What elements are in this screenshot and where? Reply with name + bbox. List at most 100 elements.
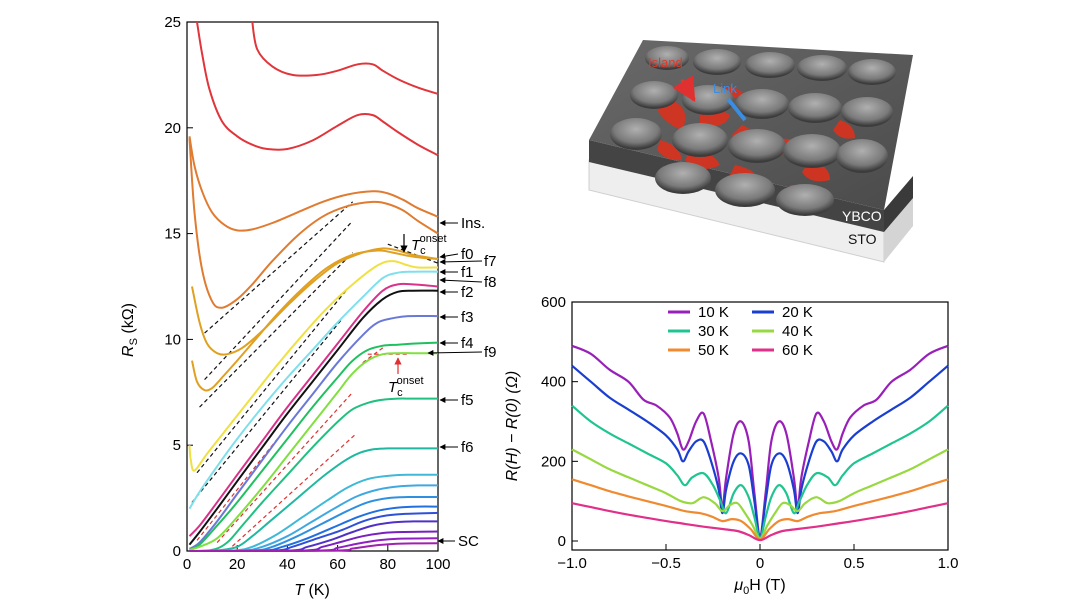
right-plot-frame bbox=[571, 301, 949, 551]
film-label: YBCO bbox=[842, 208, 882, 224]
left-ylabel: RS (kΩ) bbox=[120, 303, 140, 357]
series-line-20-k bbox=[571, 364, 949, 539]
right-ylabel: R(H) − R(0) (Ω) bbox=[504, 371, 521, 481]
left-ytick-label: 5 bbox=[173, 437, 181, 454]
right-xtick-label: −0.5 bbox=[651, 555, 681, 572]
series-line-f1 bbox=[188, 270, 439, 510]
left-ytick-label: 25 bbox=[164, 14, 181, 31]
link-arrow bbox=[726, 97, 747, 122]
left-series-group bbox=[188, 21, 439, 553]
left-xlabel: T (K) bbox=[294, 582, 330, 599]
left-xtick-label: 80 bbox=[379, 556, 396, 573]
series-line-f2-pink bbox=[188, 282, 439, 537]
substrate-label: STO bbox=[848, 231, 877, 247]
curve-label-f9: f9 bbox=[484, 344, 497, 361]
legend-label: 40 K bbox=[782, 323, 813, 340]
film-top-surface bbox=[589, 40, 913, 210]
series-line-c4 bbox=[188, 138, 439, 309]
series-line-sc bbox=[189, 542, 439, 552]
series-line-f9 bbox=[189, 352, 438, 551]
magnetoresistance-chart: −1.0 −0.5 0 0.5 1.0 0 200 400 600 10 K 20 K 30 K 40… bbox=[504, 294, 958, 597]
right-xtick-label: 1.0 bbox=[938, 555, 959, 572]
right-ytick-label: 200 bbox=[541, 453, 566, 470]
series-line-c2 bbox=[196, 21, 439, 157]
legend-label: 20 K bbox=[782, 304, 813, 321]
left-xtick-label: 20 bbox=[229, 556, 246, 573]
right-xtick-label: 0.5 bbox=[844, 555, 865, 572]
curve-label-f5: f5 bbox=[461, 392, 474, 409]
ybco-island-link-schematic: Island Link YBCO STO bbox=[588, 40, 913, 263]
left-plot-frame bbox=[186, 21, 439, 552]
series-line-f6 bbox=[189, 447, 438, 552]
label-arrow-f9 bbox=[427, 349, 483, 356]
right-ytick-label: 0 bbox=[558, 533, 566, 550]
fit-line bbox=[226, 434, 356, 552]
tc-onset-label-upper: Tconset bbox=[411, 233, 447, 257]
right-xlabel: μ0H (T) bbox=[733, 577, 785, 597]
fit-line bbox=[204, 220, 354, 381]
curve-label-f8: f8 bbox=[484, 274, 497, 291]
curve-label-sc: SC bbox=[458, 533, 479, 550]
tc-onset-label-lower: Tconset bbox=[388, 375, 424, 399]
legend-label: 50 K bbox=[698, 342, 729, 359]
right-xtick-label: −1.0 bbox=[557, 555, 587, 572]
curve-label-f7: f7 bbox=[484, 253, 497, 270]
curve-label-f0: f0 bbox=[461, 246, 474, 263]
series-line-s2 bbox=[189, 484, 439, 553]
label-arrow-f8 bbox=[439, 277, 483, 284]
film-holes bbox=[610, 46, 896, 216]
series-line-c1 bbox=[251, 21, 439, 95]
series-line-f4 bbox=[189, 341, 439, 551]
series-line-30-k bbox=[571, 404, 949, 539]
film-side-face bbox=[884, 176, 913, 232]
series-line-ins- bbox=[188, 136, 439, 232]
left-xtick-label: 40 bbox=[279, 556, 296, 573]
curve-label-f1: f1 bbox=[461, 264, 474, 281]
curve-label-f6: f6 bbox=[461, 439, 474, 456]
series-line-f2 bbox=[188, 289, 439, 546]
island-arrow bbox=[672, 75, 696, 103]
series-line-s3 bbox=[189, 495, 439, 553]
right-ytick-label: 600 bbox=[541, 294, 566, 311]
tc-onset-annotations: Tconset Tconset bbox=[388, 233, 447, 399]
curve-label-f2: f2 bbox=[461, 284, 474, 301]
legend-label: 10 K bbox=[698, 304, 729, 321]
series-line-40-k bbox=[571, 448, 949, 540]
right-series-group bbox=[571, 344, 949, 542]
substrate-side-face bbox=[884, 196, 913, 262]
series-line-f3 bbox=[188, 314, 439, 550]
label-arrow-f7 bbox=[439, 258, 483, 265]
series-line-f0 bbox=[191, 247, 439, 356]
series-line-f8 bbox=[188, 260, 439, 472]
legend-label: 30 K bbox=[698, 323, 729, 340]
fit-line bbox=[196, 288, 349, 474]
left-ytick-label: 0 bbox=[173, 543, 181, 560]
curve-label-f3: f3 bbox=[461, 309, 474, 326]
series-line-f5 bbox=[189, 397, 438, 552]
fit-line bbox=[387, 243, 439, 264]
series-line-f7 bbox=[191, 249, 439, 392]
right-axis-ticks: −1.0 −0.5 0 0.5 1.0 0 200 400 600 bbox=[541, 294, 958, 572]
series-line-50-k bbox=[571, 478, 949, 541]
right-xtick-label: 0 bbox=[756, 555, 764, 572]
left-ytick-label: 20 bbox=[164, 120, 181, 137]
left-xtick-label: 0 bbox=[183, 556, 191, 573]
series-line-60-k bbox=[571, 502, 949, 542]
left-axis-ticks: 0 20 40 60 80 100 0 5 10 15 20 25 bbox=[164, 14, 450, 573]
right-ytick-label: 400 bbox=[541, 374, 566, 391]
link-label: Link bbox=[713, 81, 737, 96]
island-label: Island bbox=[648, 55, 683, 70]
curve-label-f4: f4 bbox=[461, 335, 474, 352]
curve-labels: Ins. f0 f7 f1 f8 f2 f3 f4 f9 f5 f6 SC bbox=[427, 215, 497, 550]
curve-label-ins: Ins. bbox=[461, 215, 485, 232]
fit-line bbox=[191, 317, 344, 503]
left-xtick-label: 60 bbox=[329, 556, 346, 573]
legend-label: 60 K bbox=[782, 342, 813, 359]
series-line-s1 bbox=[189, 473, 439, 553]
left-ytick-label: 15 bbox=[164, 226, 181, 243]
resistance-vs-temperature-chart: 0 20 40 60 80 100 0 5 10 15 20 25 RS (kΩ) T (K) Ins… bbox=[120, 14, 497, 599]
series-line-10-k bbox=[571, 344, 949, 537]
left-xtick-label: 100 bbox=[425, 556, 450, 573]
label-arrow-f0 bbox=[439, 253, 459, 260]
